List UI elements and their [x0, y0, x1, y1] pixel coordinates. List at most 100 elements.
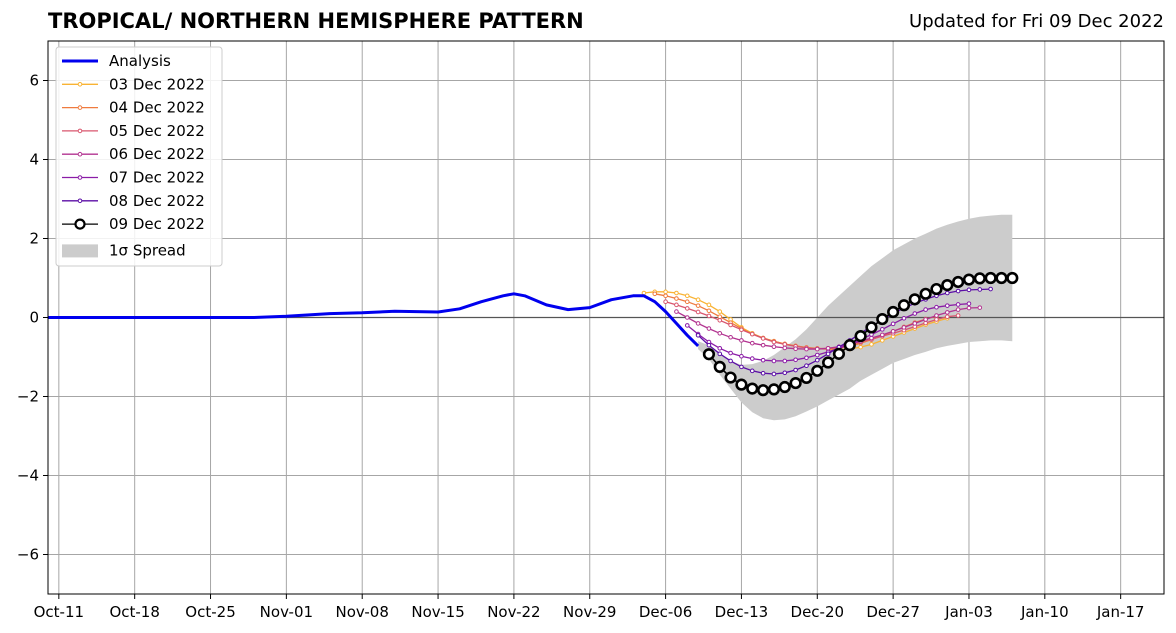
- data-point: [717, 331, 723, 336]
- data-point: [663, 293, 668, 299]
- data-point: [908, 293, 921, 306]
- data-point: [793, 346, 798, 352]
- data-point: [771, 371, 777, 377]
- data-point: [684, 315, 690, 320]
- legend-label: 07 Dec 2022: [109, 169, 205, 187]
- data-point: [858, 344, 863, 350]
- data-point: [945, 314, 950, 320]
- data-point: [804, 363, 809, 368]
- data-point: [735, 378, 748, 391]
- data-point: [811, 364, 824, 377]
- x-tick-label: Nov-08: [336, 603, 389, 621]
- data-point: [739, 338, 744, 343]
- analysis-series: [48, 292, 700, 347]
- data-point: [717, 317, 723, 323]
- data-point: [901, 325, 907, 330]
- data-point: [930, 282, 943, 296]
- data-point: [988, 286, 993, 292]
- x-tick-label: Dec-06: [639, 603, 693, 621]
- data-point: [782, 370, 788, 376]
- data-point: [966, 305, 972, 311]
- data-point: [695, 321, 701, 326]
- data-point: [695, 303, 701, 308]
- legend-item: 04 Dec 2022: [62, 99, 205, 117]
- x-tick-label: Oct-18: [109, 603, 159, 621]
- data-point: [822, 356, 835, 369]
- data-point: [684, 299, 690, 305]
- x-tick-label: Nov-15: [411, 603, 464, 621]
- data-point: [739, 327, 744, 333]
- data-point: [814, 357, 820, 363]
- data-point: [854, 329, 867, 343]
- data-point: [771, 339, 777, 345]
- y-tick-label: −2: [17, 388, 39, 406]
- legend-box: [55, 46, 223, 267]
- data-point: [674, 309, 679, 314]
- legend-marker: [77, 175, 83, 180]
- data-point: [706, 308, 712, 314]
- x-tick-label: Oct-25: [185, 603, 235, 621]
- data-point: [717, 351, 723, 357]
- data-point: [901, 315, 907, 321]
- data-point: [684, 306, 690, 311]
- series-line: [665, 301, 959, 350]
- legend-item: 1σ Spread: [62, 241, 186, 259]
- data-point: [663, 299, 668, 305]
- data-point: [749, 356, 755, 361]
- legend-item: 08 Dec 2022: [62, 192, 205, 210]
- data-point: [695, 297, 701, 303]
- data-point: [879, 327, 885, 332]
- data-point: [728, 350, 733, 356]
- legend-marker: [77, 151, 83, 157]
- legend-label: 05 Dec 2022: [109, 122, 205, 140]
- data-point: [749, 331, 755, 337]
- x-tick-label: Dec-20: [791, 603, 845, 621]
- data-point: [962, 273, 976, 286]
- legend-marker: [74, 218, 86, 230]
- data-point: [890, 329, 896, 334]
- legend-marker: [77, 198, 83, 204]
- data-point: [897, 299, 911, 312]
- data-point: [945, 303, 950, 308]
- data-point: [955, 313, 961, 318]
- data-point: [684, 323, 690, 328]
- data-point: [952, 275, 965, 289]
- data-point: [674, 296, 679, 301]
- data-point: [739, 353, 744, 359]
- updated-date: Updated for Fri 09 Dec 2022: [909, 11, 1164, 32]
- data-point: [717, 309, 723, 314]
- data-point: [955, 302, 961, 307]
- data-point: [717, 346, 723, 351]
- x-axis: Oct-11 Oct-18 Oct-25 Nov-01 Nov-08 Nov-15 Nov-…: [34, 594, 1144, 621]
- data-point: [782, 345, 788, 351]
- data-point: [912, 311, 918, 316]
- data-point: [890, 321, 896, 327]
- x-tick-label: Dec-27: [866, 603, 920, 621]
- legend-marker: [77, 82, 83, 87]
- data-point: [941, 279, 954, 292]
- data-point: [966, 301, 972, 306]
- y-tick-label: 6: [29, 72, 39, 90]
- x-tick-label: Jan-03: [944, 603, 993, 621]
- x-tick-label: Nov-29: [563, 603, 616, 621]
- data-point: [973, 272, 986, 285]
- data-point: [934, 313, 939, 318]
- data-point: [706, 326, 712, 331]
- y-tick-label: −6: [17, 546, 39, 564]
- data-point: [684, 293, 690, 299]
- legend-marker: [77, 128, 83, 134]
- legend-swatch: [62, 244, 98, 258]
- data-point: [887, 305, 900, 319]
- y-axis: 6 4 2 0 −2 −4 −6: [17, 72, 48, 564]
- data-point: [793, 357, 798, 363]
- data-point: [695, 309, 701, 315]
- series-09-dec-2022: [702, 271, 1019, 397]
- data-point: [728, 358, 733, 364]
- data-point: [760, 342, 766, 348]
- data-point: [789, 376, 802, 390]
- data-point: [977, 305, 983, 310]
- data-point: [757, 384, 770, 397]
- data-point: [923, 307, 928, 312]
- data-point: [778, 380, 791, 394]
- data-point: [674, 290, 679, 296]
